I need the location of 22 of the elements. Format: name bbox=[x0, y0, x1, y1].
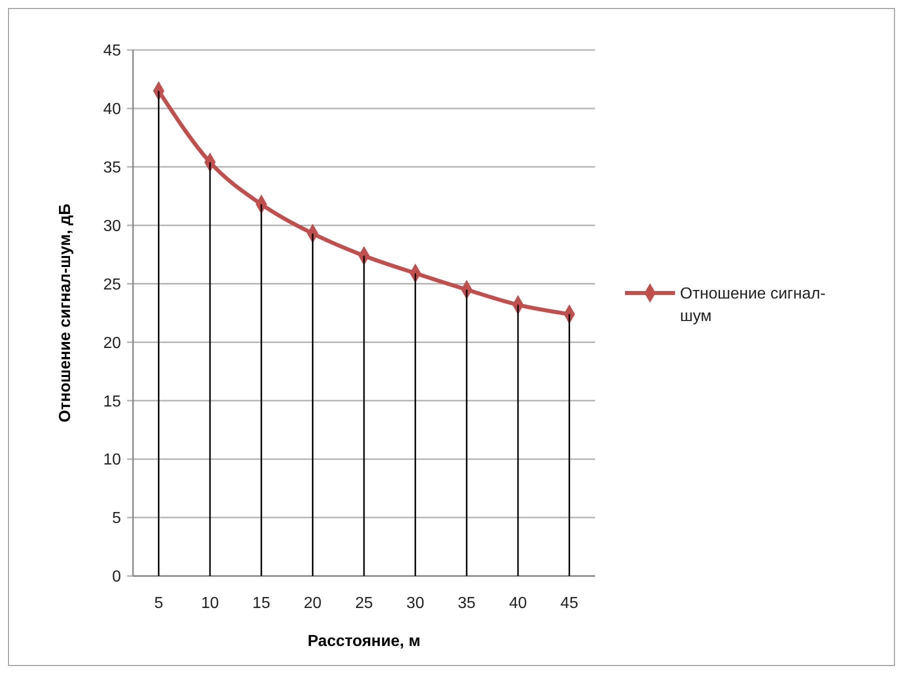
y-tick-label: 45 bbox=[103, 42, 122, 60]
x-axis-title: Расстояние, м bbox=[308, 633, 420, 650]
x-tick-label: 45 bbox=[560, 595, 578, 612]
x-tick-label: 35 bbox=[458, 595, 476, 612]
x-tick-label: 20 bbox=[304, 595, 322, 612]
x-tick-label: 10 bbox=[201, 595, 219, 612]
x-tick-label: 40 bbox=[509, 595, 527, 612]
y-tick-label: 15 bbox=[103, 393, 122, 410]
x-tick-label: 30 bbox=[406, 595, 424, 612]
x-tick-label: 25 bbox=[355, 595, 373, 612]
y-tick-label: 5 bbox=[112, 510, 122, 528]
y-tick-label: 0 bbox=[112, 568, 122, 586]
x-tick-label: 5 bbox=[154, 595, 164, 612]
y-tick-label: 10 bbox=[103, 452, 122, 469]
x-tick-label: 15 bbox=[252, 595, 270, 612]
legend-label: Отношение сигнал-шум bbox=[680, 286, 826, 325]
y-tick-label: 35 bbox=[103, 159, 122, 176]
y-tick-label: 40 bbox=[103, 101, 122, 118]
y-tick-label: 25 bbox=[103, 276, 122, 294]
y-tick-label: 20 bbox=[103, 334, 122, 352]
y-axis-title: Отношение сигнал-шум, дБ bbox=[57, 204, 74, 422]
y-tick-label: 30 bbox=[103, 218, 122, 235]
